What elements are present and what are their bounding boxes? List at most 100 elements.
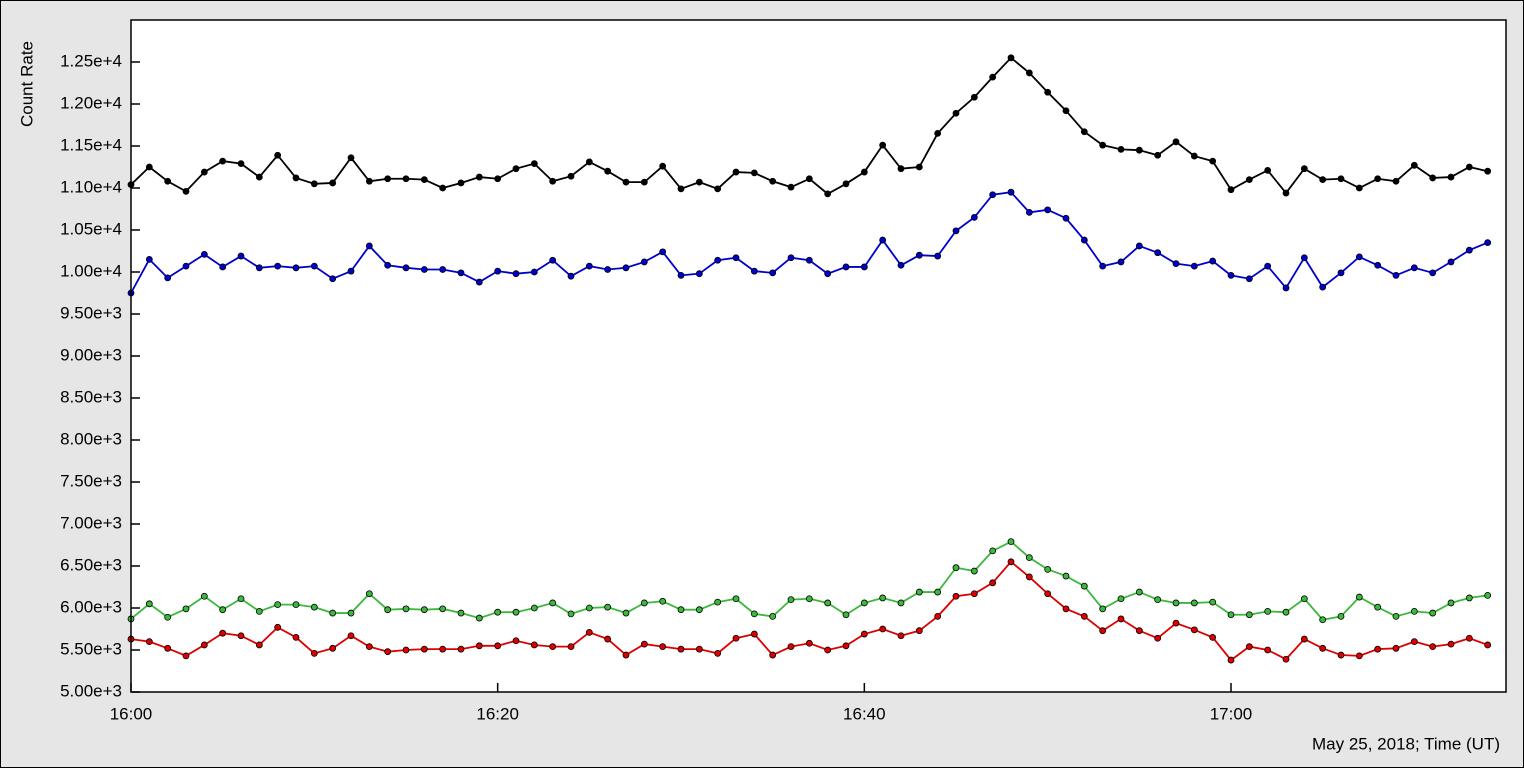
data-point: [989, 547, 997, 555]
data-point: [402, 175, 410, 183]
data-point: [604, 266, 612, 273]
data-point: [1117, 258, 1125, 266]
data-point: [274, 262, 282, 270]
data-point: [897, 261, 905, 269]
data-point: [714, 598, 722, 606]
y-tick-label: 9.50e+3: [60, 303, 122, 322]
data-point: [164, 613, 172, 621]
data-point: [365, 177, 373, 185]
plot-area: [131, 20, 1506, 692]
data-point: [989, 579, 997, 587]
data-point: [1447, 258, 1455, 266]
data-point: [567, 643, 575, 651]
data-point: [1465, 634, 1473, 642]
data-point: [805, 175, 813, 183]
data-point: [1044, 565, 1052, 573]
data-point: [292, 174, 300, 182]
data-point: [1484, 592, 1492, 599]
data-point: [494, 642, 502, 650]
data-point: [365, 643, 373, 651]
y-tick-label: 8.00e+3: [60, 429, 122, 448]
data-point: [732, 168, 740, 176]
data-point: [145, 638, 153, 645]
data-point: [1264, 646, 1272, 654]
data-point: [1319, 283, 1327, 291]
data-point: [1429, 643, 1437, 651]
data-point: [1025, 69, 1033, 77]
data-point: [1392, 613, 1400, 620]
data-point: [1429, 269, 1437, 277]
data-point: [1337, 651, 1345, 659]
data-point: [310, 649, 318, 657]
data-point: [1355, 593, 1363, 601]
data-point: [512, 637, 520, 645]
data-point: [787, 596, 795, 603]
data-point: [292, 264, 300, 272]
data-point: [952, 592, 960, 600]
data-point: [475, 173, 483, 181]
data-point: [989, 191, 997, 199]
data-point: [1282, 284, 1290, 292]
data-point: [1099, 141, 1107, 149]
data-point: [879, 594, 887, 602]
data-point: [182, 262, 190, 270]
data-point: [182, 187, 190, 195]
data-point: [420, 176, 428, 184]
data-point: [1227, 656, 1235, 664]
y-tick-label: 7.00e+3: [60, 513, 122, 532]
data-point: [347, 267, 355, 275]
data-point: [219, 629, 227, 637]
data-point: [457, 179, 465, 187]
data-point: [1190, 262, 1198, 270]
data-point: [1374, 645, 1382, 653]
data-point: [1282, 189, 1290, 197]
data-point: [934, 252, 942, 260]
data-point: [1319, 176, 1327, 184]
y-tick-label: 8.50e+3: [60, 387, 122, 406]
data-point: [640, 178, 648, 186]
data-point: [1227, 611, 1235, 619]
y-tick-label: 1.00e+4: [60, 261, 122, 280]
data-point: [934, 588, 942, 596]
data-point: [1300, 595, 1308, 603]
data-point: [1465, 246, 1473, 254]
data-point: [970, 590, 978, 598]
data-point: [292, 601, 300, 609]
data-point: [585, 262, 593, 270]
data-point: [640, 258, 648, 266]
data-point: [1337, 613, 1345, 620]
data-point: [329, 275, 337, 283]
data-point: [915, 251, 923, 259]
x-axis-label: May 25, 2018; Time (UT): [1312, 734, 1500, 753]
data-point: [1135, 242, 1143, 250]
data-point: [1135, 627, 1143, 635]
data-point: [824, 270, 832, 278]
data-point: [622, 609, 630, 617]
data-point: [347, 632, 355, 640]
data-point: [255, 641, 263, 649]
data-point: [732, 254, 740, 262]
data-point: [640, 599, 648, 607]
data-point: [604, 167, 612, 175]
data-point: [1154, 151, 1162, 159]
data-point: [1044, 206, 1052, 214]
y-tick-label: 6.00e+3: [60, 597, 122, 616]
data-point: [549, 256, 557, 264]
data-point: [1355, 184, 1363, 192]
data-point: [1465, 163, 1473, 171]
y-tick-label: 1.15e+4: [60, 135, 122, 154]
data-point: [659, 597, 667, 605]
data-point: [549, 177, 557, 185]
data-point: [1154, 634, 1162, 642]
data-point: [824, 646, 832, 654]
data-point: [1154, 596, 1162, 603]
data-point: [145, 163, 153, 171]
data-point: [1410, 161, 1418, 169]
data-point: [860, 168, 868, 176]
data-point: [1007, 188, 1015, 196]
data-point: [530, 604, 538, 612]
data-point: [402, 605, 410, 613]
data-point: [384, 175, 392, 183]
data-point: [1245, 643, 1253, 651]
